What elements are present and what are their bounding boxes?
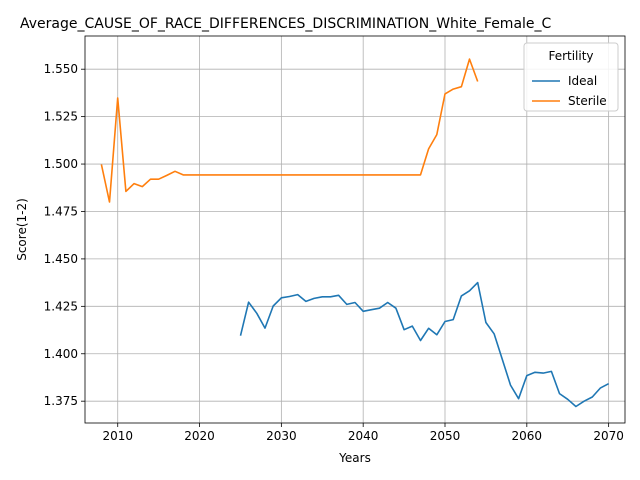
- series-line-ideal: [239, 281, 609, 408]
- y-tick-label: 1.525: [44, 110, 78, 124]
- legend-items: Ideal Sterile: [532, 74, 607, 108]
- y-tick-label: 1.375: [44, 394, 78, 408]
- x-tick-label: 2030: [266, 429, 297, 443]
- legend-label-ideal: Ideal: [568, 74, 597, 88]
- x-tick-label: 2050: [430, 429, 461, 443]
- x-axis-ticks: 2010 2020 2030 2040 2050 2060 2070: [102, 423, 624, 443]
- series-line-sterile: [100, 58, 479, 203]
- x-tick-label: 2020: [184, 429, 215, 443]
- chart-title: Average_CAUSE_OF_RACE_DIFFERENCES_DISCRI…: [20, 16, 552, 32]
- x-tick-label: 2060: [512, 429, 543, 443]
- series-lines: [100, 58, 609, 408]
- x-axis-label: Years: [338, 451, 371, 465]
- plot-frame: [84, 35, 626, 424]
- y-tick-label: 1.425: [44, 299, 78, 313]
- y-tick-label: 1.475: [44, 204, 78, 218]
- y-tick-label: 1.400: [44, 347, 78, 361]
- y-axis-label: Score(1-2): [15, 198, 29, 261]
- y-tick-label: 1.450: [44, 252, 78, 266]
- legend-title: Fertility: [548, 49, 593, 63]
- y-tick-label: 1.550: [44, 62, 78, 76]
- legend-box: [523, 42, 619, 112]
- x-tick-label: 2010: [102, 429, 133, 443]
- legend: Fertility Ideal Sterile: [523, 42, 619, 112]
- x-tick-label: 2040: [348, 429, 379, 443]
- y-axis-ticks: 1.375 1.400 1.425 1.450 1.475 1.500 1.525 1.550: [44, 62, 85, 408]
- y-tick-label: 1.500: [44, 157, 78, 171]
- legend-label-sterile: Sterile: [568, 94, 607, 108]
- x-tick-label: 2070: [593, 429, 624, 443]
